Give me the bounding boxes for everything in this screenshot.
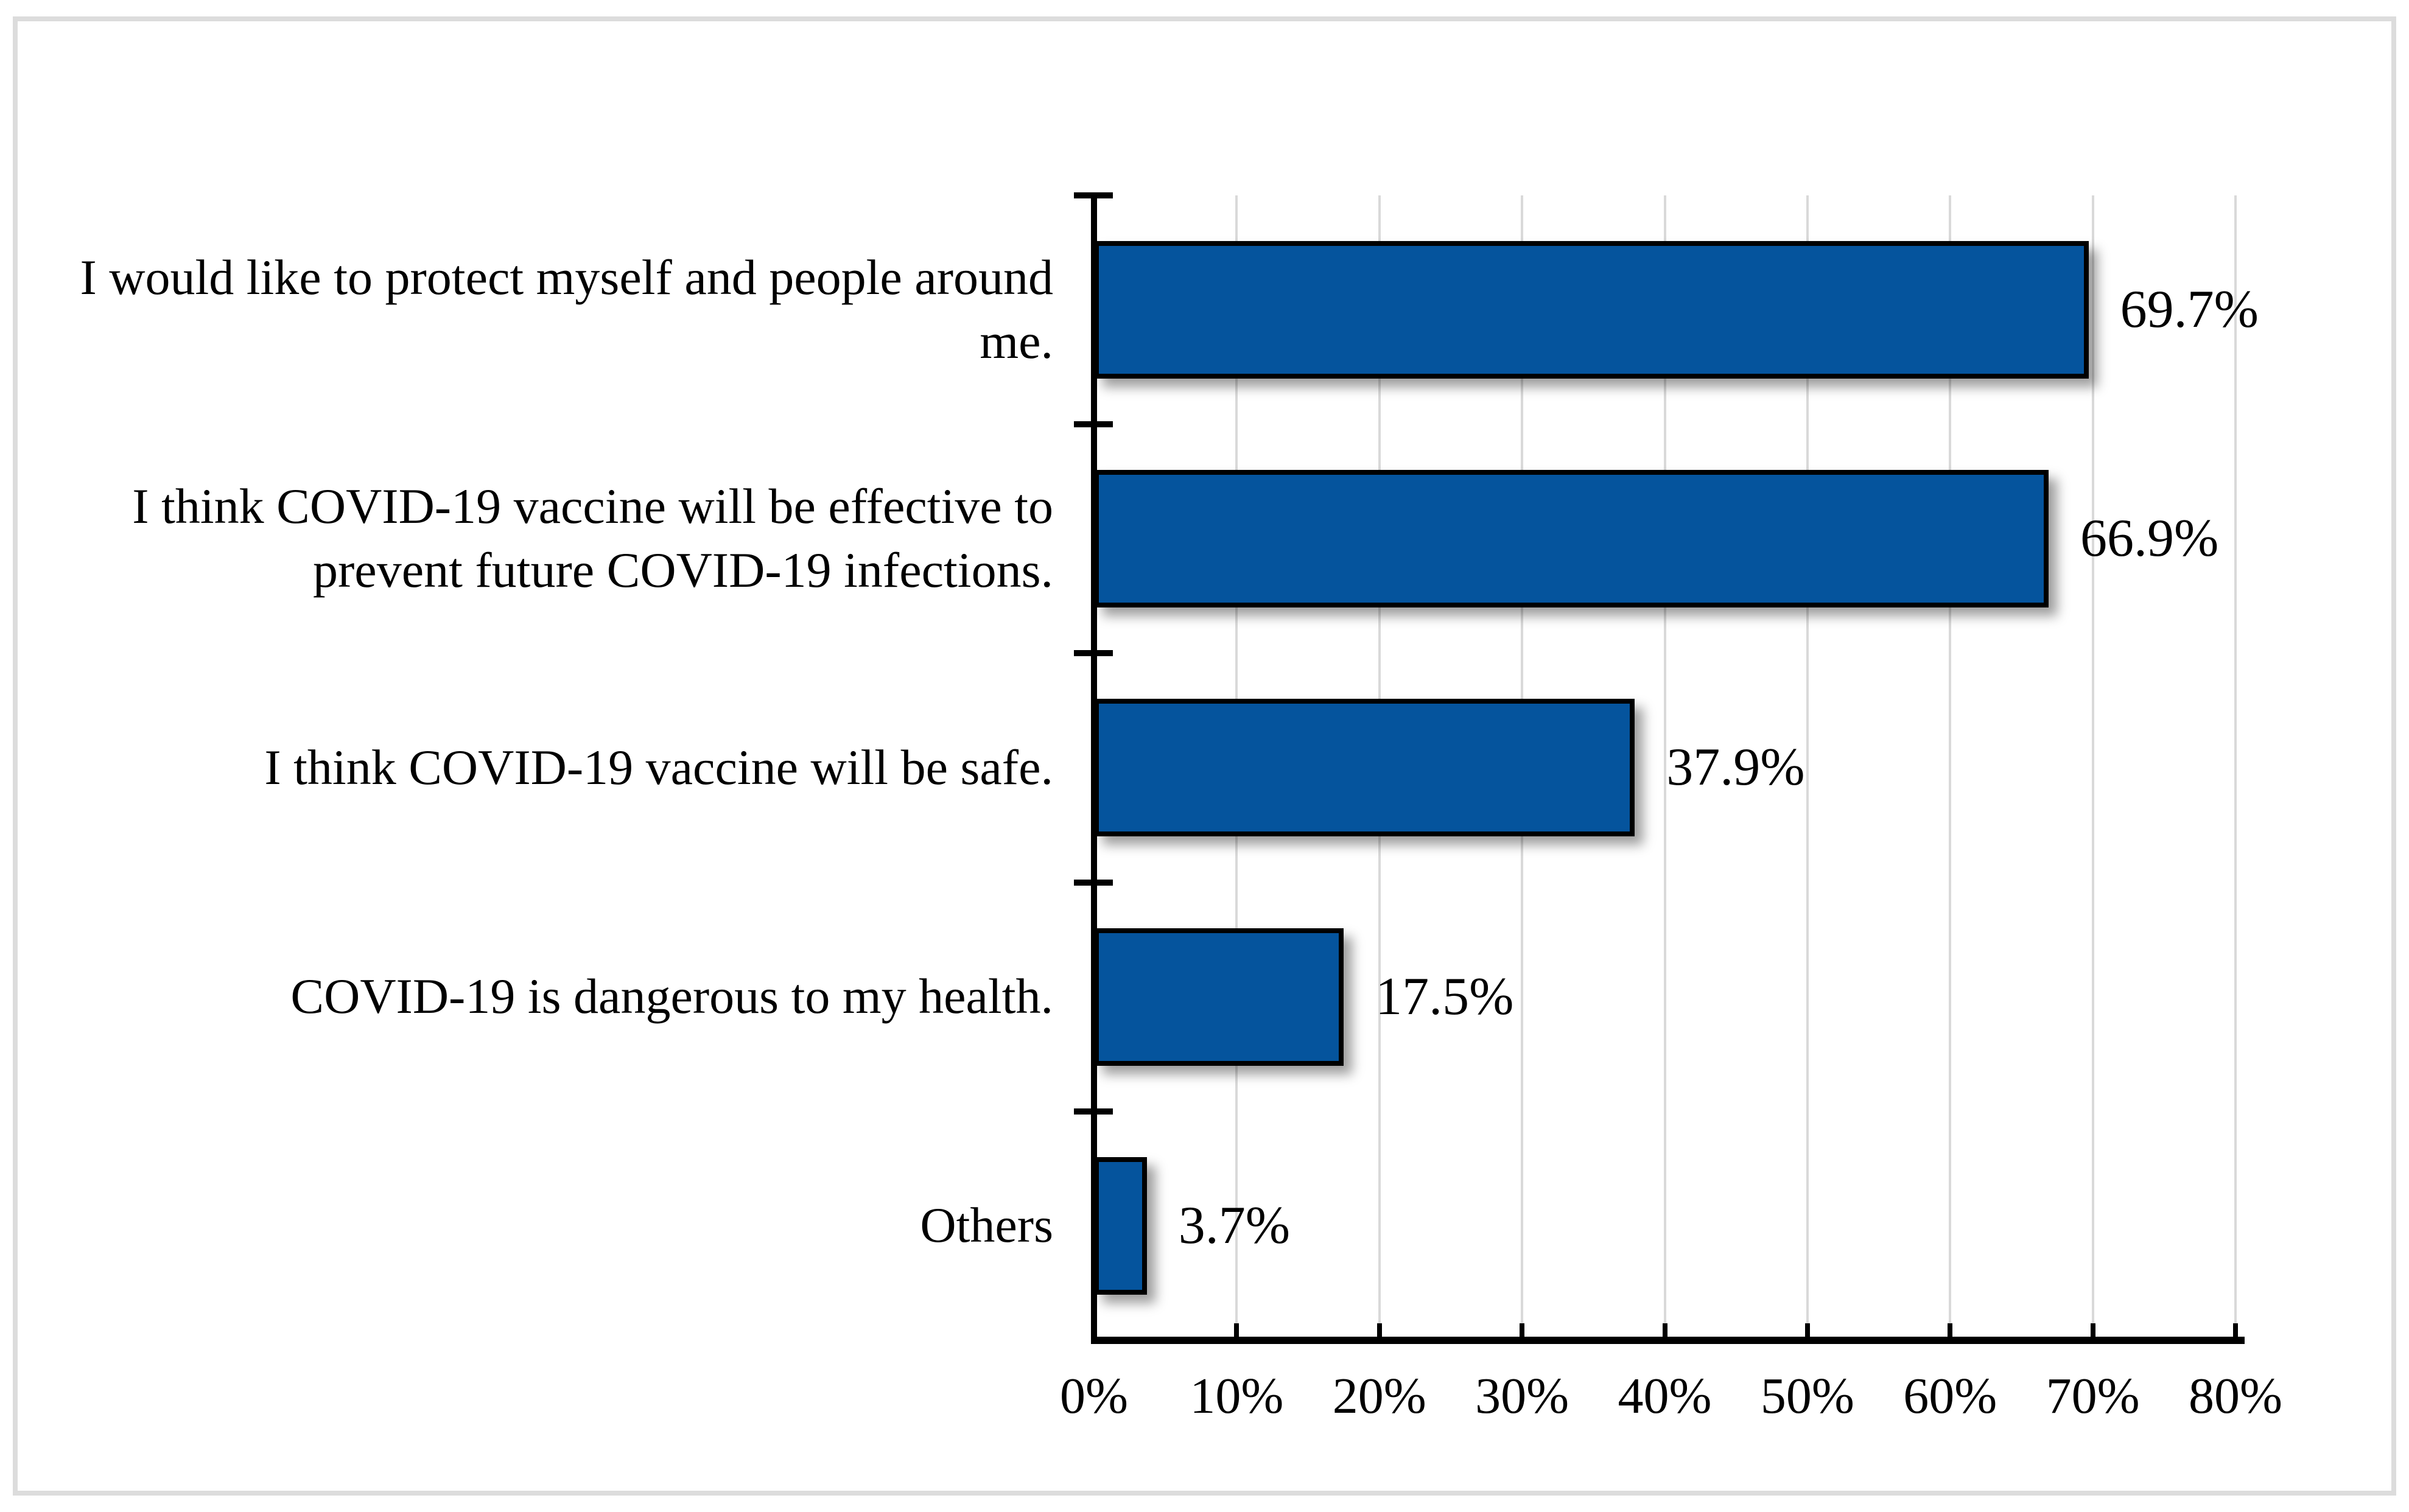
bar [1094,1157,1147,1295]
category-label: Others [61,1111,1053,1340]
category-label-line: prevent future COVID-19 infections. [313,542,1053,598]
category-label-line: I think COVID-19 vaccine will be effecti… [132,478,1053,534]
x-axis-tick [1662,1323,1667,1340]
x-tick-label: 30% [1475,1368,1569,1424]
x-axis-tick [2233,1323,2238,1340]
category-label-line: I think COVID-19 vaccine will be safe. [264,739,1053,795]
x-axis-labels: 0% 10% 20% 30% 40% 50% 60% 70% 80% [1060,1368,2282,1444]
x-axis-tick [1376,1323,1382,1340]
bar [1094,241,2089,379]
y-axis-tick [1074,650,1113,656]
x-tick-label: 10% [1190,1368,1284,1424]
plot-area: 69.7% 66.9% 37.9% 17.5% 3.7% [1094,195,2259,1340]
value-label: 3.7% [1178,1195,1291,1255]
bar [1094,928,1344,1066]
x-tick-label: 0% [1060,1368,1128,1424]
value-label: 66.9% [2080,509,2219,569]
bar [1094,470,2049,608]
x-tick-label: 50% [1760,1368,1854,1424]
bar-row: 17.5% [1094,883,2235,1111]
bar-series: 69.7% 66.9% 37.9% 17.5% 3.7% [1094,195,2259,1340]
bar-row: 3.7% [1094,1111,2235,1340]
category-label: I think COVID-19 vaccine will be safe. [61,653,1053,882]
x-axis-tick [1234,1323,1240,1340]
value-label: 69.7% [2120,280,2259,340]
gridline [1663,195,1666,1340]
x-axis-tick [1804,1323,1810,1340]
x-axis-tick [1948,1323,1953,1340]
x-axis-tick [2090,1323,2095,1340]
value-label: 37.9% [1666,738,1805,797]
x-tick-label: 40% [1618,1368,1712,1424]
bar-row: 69.7% [1094,195,2259,424]
y-axis-tick [1074,1108,1113,1115]
bar [1094,699,1635,837]
gridline [1806,195,1809,1340]
category-label: I think COVID-19 vaccine will be effecti… [61,424,1053,653]
y-axis-tick [1074,880,1113,886]
category-label: I would like to protect myself and peopl… [61,195,1053,424]
x-tick-label: 70% [2046,1368,2140,1424]
value-label: 17.5% [1375,967,1514,1026]
x-tick-label: 60% [1903,1368,1997,1424]
x-axis-tick [1520,1323,1525,1340]
x-axis [1091,1337,2245,1344]
chart-frame [13,16,2396,1496]
y-axis-tick [1074,421,1113,427]
y-axis-tick [1074,192,1113,198]
category-label-line: I would like to protect myself and peopl… [80,250,1053,306]
bar-row: 66.9% [1094,424,2235,653]
category-label-line: Others [920,1197,1053,1253]
category-label-line: COVID-19 is dangerous to my health. [290,968,1053,1024]
x-tick-label: 80% [2189,1368,2282,1424]
category-label-line: me. [980,313,1053,369]
category-label: COVID-19 is dangerous to my health. [61,883,1053,1111]
y-axis [1091,195,1097,1344]
gridline [2234,195,2237,1340]
gridline [2091,195,2094,1340]
x-tick-label: 20% [1332,1368,1426,1424]
category-axis-labels: I would like to protect myself and peopl… [61,195,1053,1340]
gridline [1949,195,1952,1340]
bar-row: 37.9% [1094,653,2235,882]
